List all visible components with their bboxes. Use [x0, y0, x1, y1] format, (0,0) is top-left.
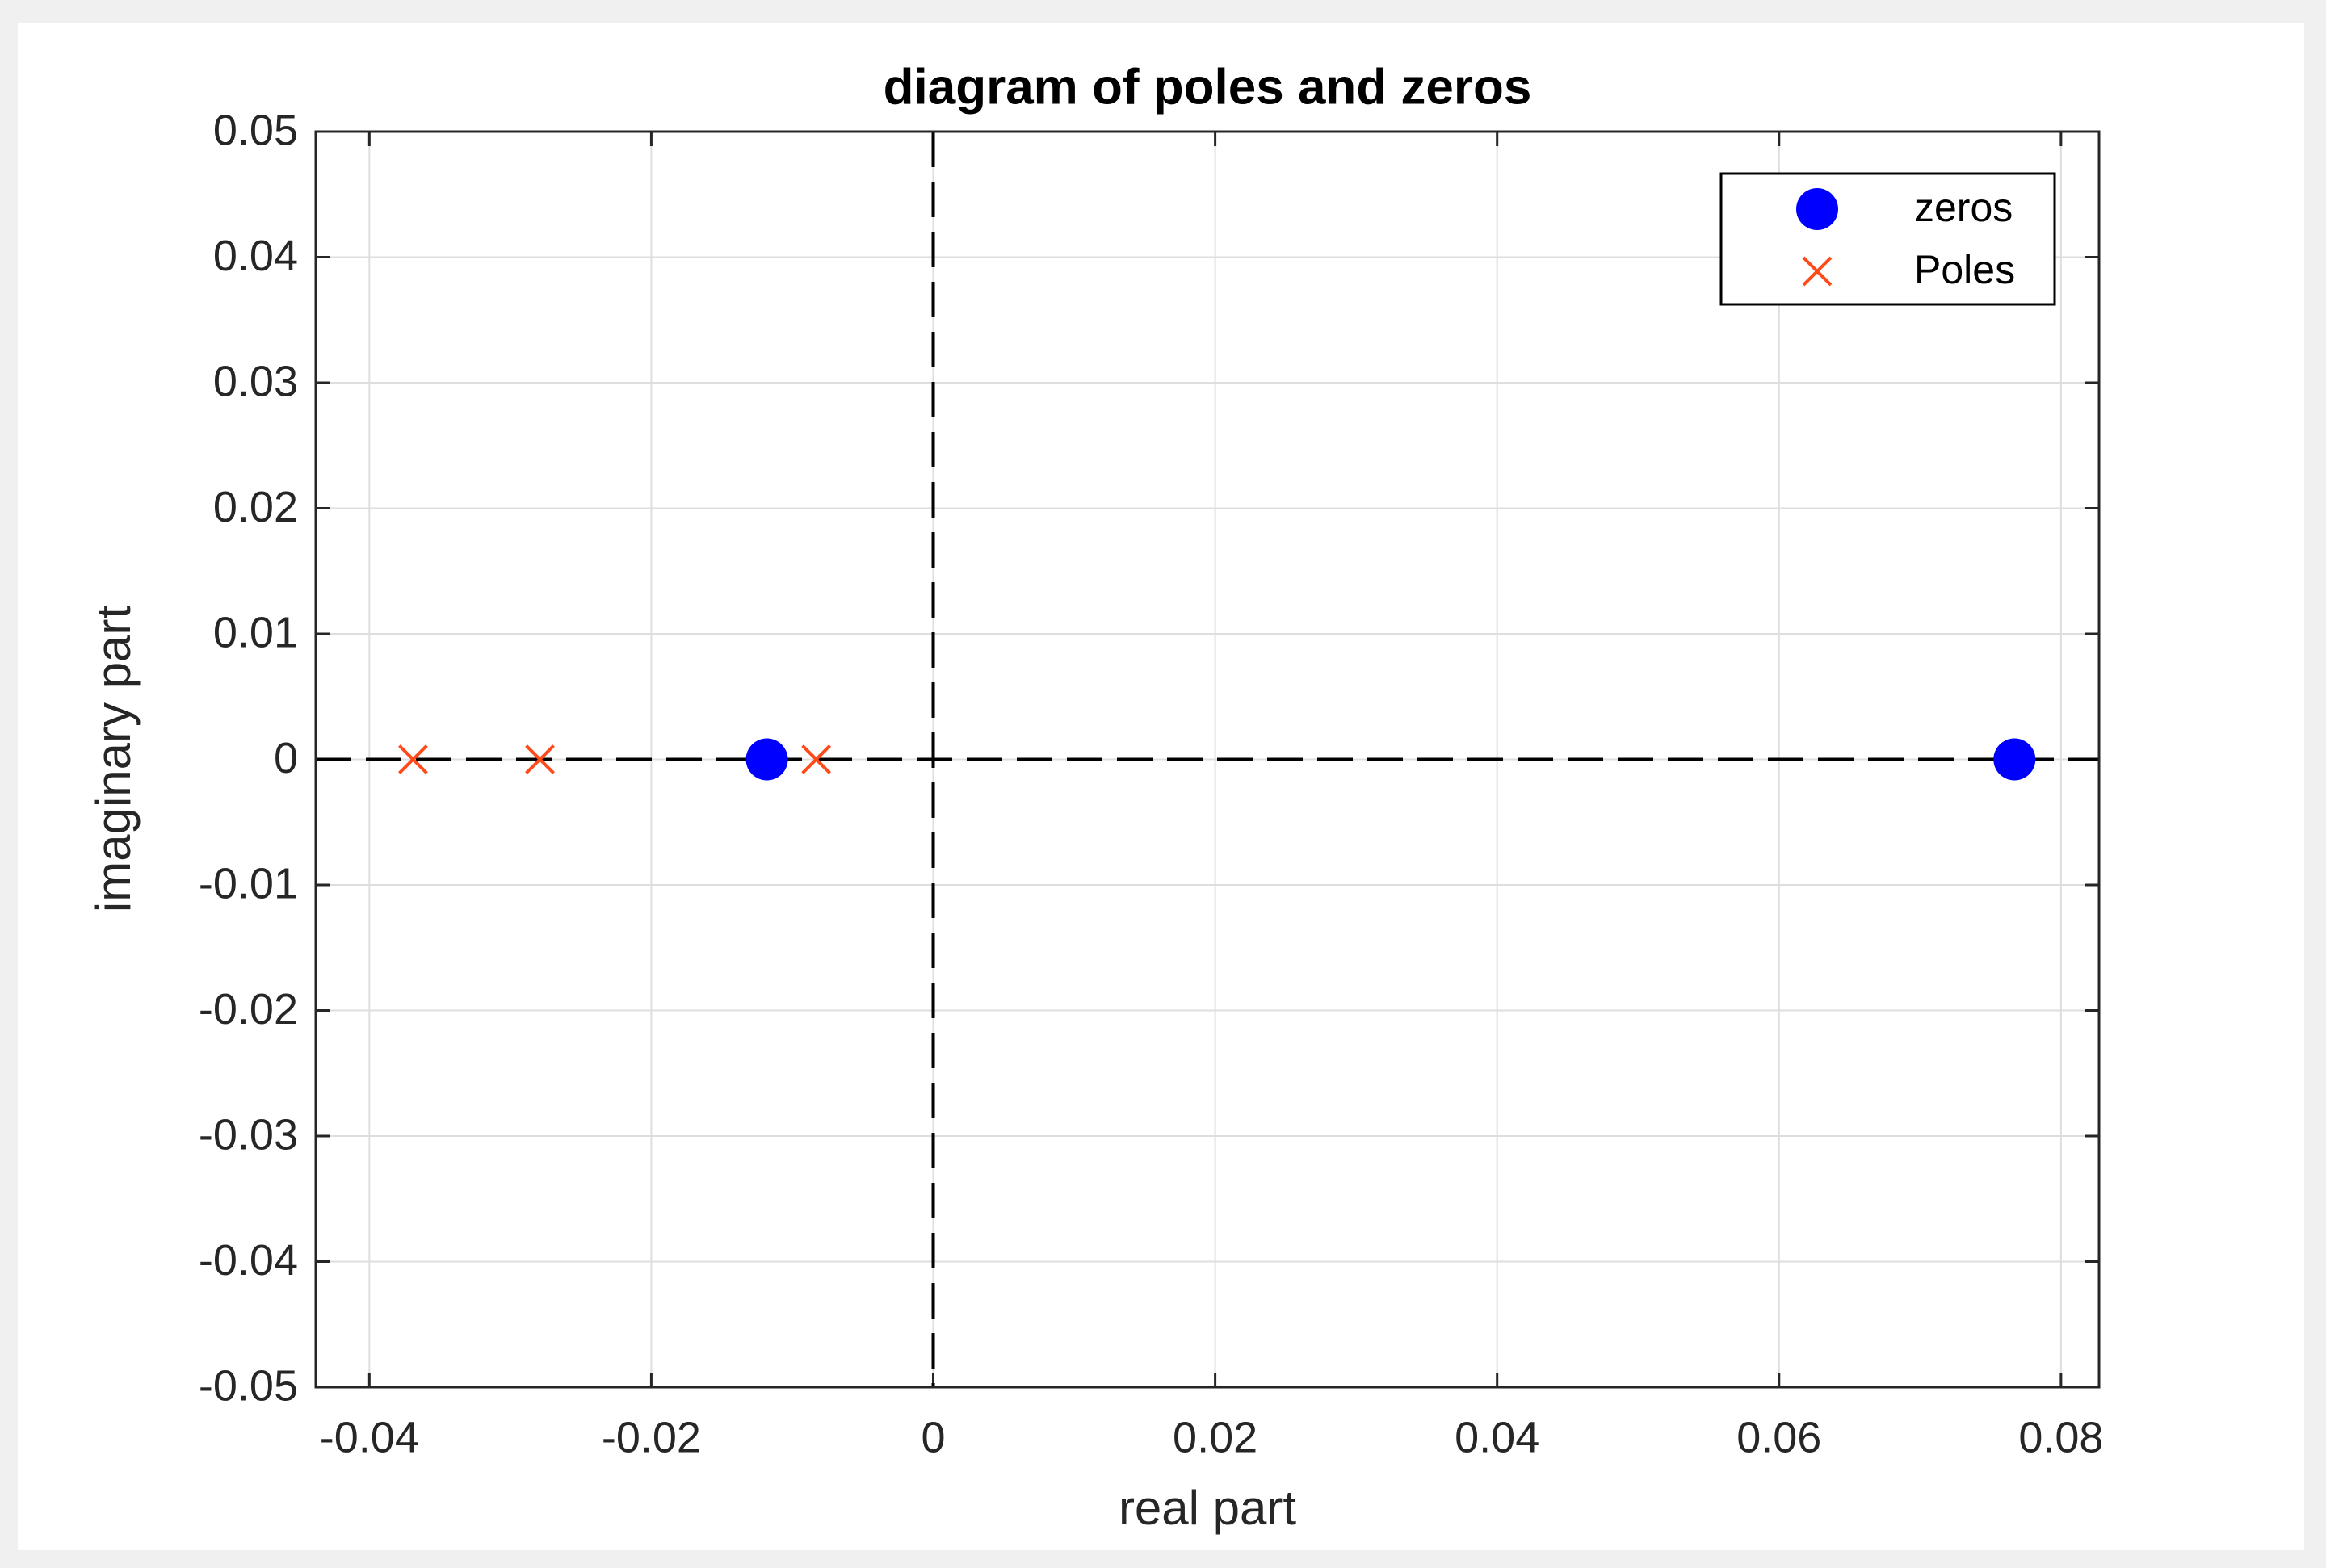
y-tick-label: -0.04 [199, 1236, 298, 1285]
x-tick-label: 0.02 [1173, 1413, 1257, 1461]
legend-box [1719, 172, 2056, 306]
x-tick-label: 0.08 [2018, 1413, 2103, 1461]
legend-label: Poles [1914, 247, 2015, 292]
x-tick-label: -0.02 [602, 1413, 701, 1461]
pole-marker [1802, 256, 1833, 287]
y-axis-label: imaginary part [86, 606, 141, 912]
legend-label: zeros [1914, 185, 2013, 230]
x-tick-label: 0.06 [1736, 1413, 1821, 1461]
y-tick-label: 0 [274, 734, 298, 782]
y-tick-label: 0.03 [213, 357, 298, 405]
zero-marker [745, 738, 788, 781]
y-tick-label: -0.03 [199, 1110, 298, 1159]
y-tick-label: -0.02 [199, 985, 298, 1033]
x-axis-label: real part [1119, 1481, 1296, 1535]
chart-title: diagram of poles and zeros [884, 59, 1532, 115]
y-tick-label: -0.05 [199, 1361, 298, 1410]
zero-marker [1796, 188, 1838, 230]
zero-marker [1993, 738, 2036, 781]
pole-marker [398, 744, 428, 774]
x-tick-label: 0 [921, 1413, 945, 1461]
pole-marker [525, 744, 555, 774]
data-marks [398, 738, 2036, 781]
y-tick-label: 0.05 [213, 106, 298, 154]
reference-lines [316, 132, 2099, 1387]
y-tick-label: -0.01 [199, 859, 298, 908]
pole-marker [801, 744, 832, 774]
y-tick-label: 0.02 [213, 483, 298, 531]
legend: zeros Poles [1719, 172, 2056, 306]
x-tick-label: 0.04 [1455, 1413, 1539, 1461]
plot-box [314, 130, 2101, 1389]
y-tick-label: 0.01 [213, 608, 298, 656]
x-tick-label: -0.04 [320, 1413, 419, 1461]
y-tick-label: 0.04 [213, 232, 298, 280]
